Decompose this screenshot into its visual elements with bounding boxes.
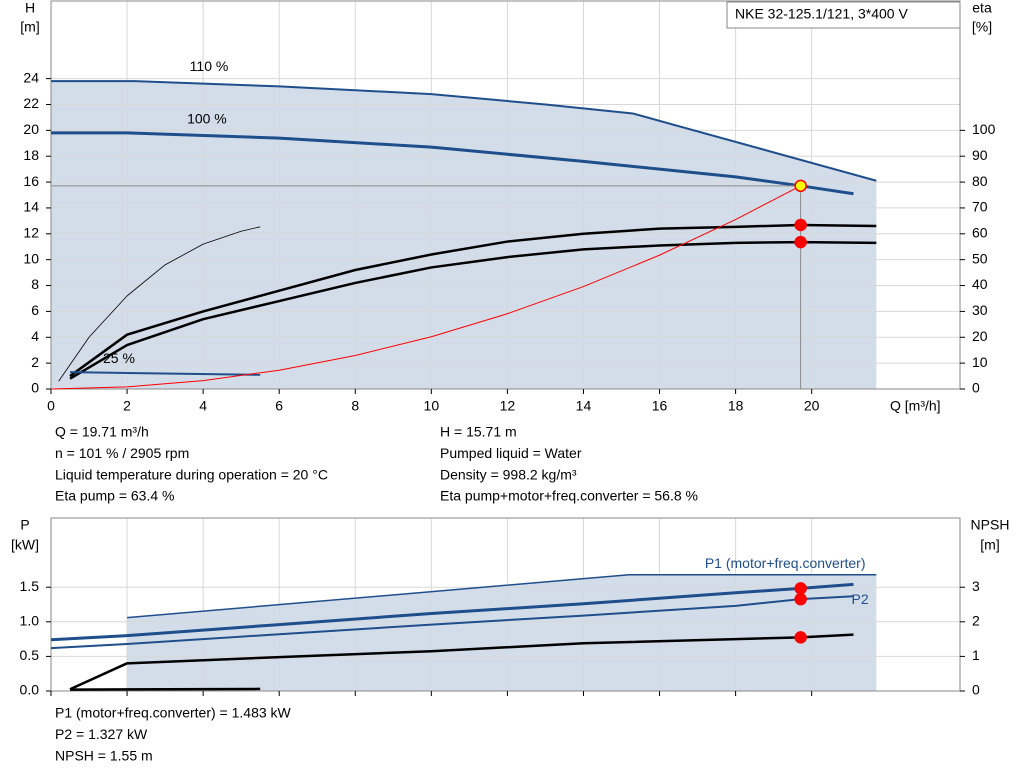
readout: Pumped liquid = Water	[440, 445, 582, 461]
curve	[70, 371, 261, 376]
readout: Q = 19.71 m³/h	[55, 424, 149, 440]
x-tick-label: 10	[424, 398, 440, 414]
y2-tick-label: 0	[972, 380, 980, 396]
y-tick-label: 10	[23, 250, 39, 266]
y-axis-label: H	[25, 0, 35, 16]
y-tick-label: 18	[23, 147, 39, 163]
plot-border	[50, 517, 961, 692]
chart-title: NKE 32-125.1/121, 3*400 V	[735, 6, 908, 22]
operating-point	[794, 179, 807, 193]
curve	[50, 185, 801, 390]
y2-axis-label: eta	[972, 0, 992, 16]
y2-tick-label: 60	[972, 225, 988, 241]
readout: Liquid temperature during operation = 20…	[55, 466, 328, 482]
readout: Eta pump = 63.4 %	[55, 488, 174, 504]
y-tick-label: 6	[31, 302, 39, 318]
y2-tick-label: 100	[972, 121, 996, 137]
curve	[51, 131, 854, 196]
y-axis-unit: [kW]	[11, 537, 39, 553]
curve-label: P1 (motor+freq.converter)	[705, 555, 866, 571]
y-tick-label: 8	[31, 276, 39, 292]
y2-axis-unit: [%]	[972, 19, 992, 35]
curve	[69, 633, 854, 691]
operating-range	[127, 574, 877, 691]
x-tick-label: 4	[199, 398, 207, 414]
readout: NPSH = 1.55 m	[55, 747, 153, 763]
x-tick-label: 20	[804, 398, 820, 414]
y2-tick-label: 0	[972, 682, 980, 698]
y-tick-label: 20	[23, 121, 39, 137]
readout: n = 101 % / 2905 rpm	[55, 445, 189, 461]
readout: Eta pump+motor+freq.converter = 56.8 %	[440, 488, 698, 504]
y2-tick-label: 1	[972, 647, 980, 663]
y-tick-label: 22	[23, 95, 39, 111]
x-tick-label: 6	[275, 398, 283, 414]
y-axis-unit: [m]	[20, 19, 39, 35]
y-tick-label: 12	[23, 225, 39, 241]
y2-tick-label: 50	[972, 250, 988, 266]
y-tick-label: 1.5	[20, 578, 40, 594]
curve-label: 25 %	[103, 350, 135, 366]
y-tick-label: 0.5	[20, 647, 40, 663]
chart: 0 2 4 6 8 10 12 14 16 18 2002468101214161820222401…	[20, 0, 995, 504]
curve	[51, 80, 877, 182]
y-tick-label: 16	[23, 173, 39, 189]
x-tick-label: 2	[123, 398, 131, 414]
readout: P2 = 1.327 kW	[55, 726, 148, 742]
curve-label: 110 %	[190, 58, 229, 74]
y2-tick-label: 90	[972, 147, 988, 163]
curve-label: 100 %	[187, 111, 227, 127]
operating-point	[794, 582, 807, 595]
y2-tick-label: 2	[972, 613, 980, 629]
curve	[127, 573, 877, 619]
curve	[50, 582, 854, 642]
y-axis-label: P	[20, 517, 29, 533]
y-tick-label: 4	[31, 328, 39, 344]
y2-tick-label: 70	[972, 199, 988, 215]
y-tick-label: 0.0	[20, 682, 40, 698]
y2-tick-label: 3	[972, 578, 980, 594]
x-tick-label: 8	[351, 398, 359, 414]
readout: P1 (motor+freq.converter) = 1.483 kW	[55, 705, 292, 721]
y2-tick-label: 30	[972, 302, 988, 318]
readout: H = 15.71 m	[440, 424, 517, 440]
y-tick-label: 2	[31, 354, 39, 370]
x-tick-label: 18	[728, 398, 744, 414]
operating-point	[794, 235, 807, 249]
plot-border	[50, 0, 961, 390]
y-tick-label: 14	[23, 199, 39, 215]
x-tick-label: 12	[500, 398, 516, 414]
y2-tick-label: 80	[972, 173, 988, 189]
title-box	[726, 1, 961, 29]
y2-tick-label: 10	[972, 354, 988, 370]
curve	[69, 223, 877, 378]
curve	[69, 240, 877, 380]
operating-range	[51, 81, 877, 389]
x-tick-label: 16	[652, 398, 668, 414]
x-tick-label: 14	[576, 398, 592, 414]
y2-tick-label: 40	[972, 276, 988, 292]
y-tick-label: 1.0	[20, 613, 40, 629]
y2-axis-label: NPSH	[971, 517, 1010, 533]
chart: 0.0 0.5 1.0 1.5 0 1 2 3 P [kW] NPSH [m] P1 (motor+fr…	[11, 517, 1009, 764]
operating-point	[794, 631, 807, 644]
curve	[50, 595, 854, 650]
y2-axis-unit: [m]	[980, 537, 999, 553]
y2-tick-label: 20	[972, 328, 988, 344]
y-tick-label: 24	[23, 69, 39, 85]
y-tick-label: 0	[31, 380, 39, 396]
x-axis-label: Q [m³/h]	[890, 398, 941, 414]
operating-point	[794, 592, 807, 606]
readout: Density = 998.2 kg/m³	[440, 466, 577, 482]
x-tick-label: 0	[47, 398, 55, 414]
operating-point	[794, 218, 807, 232]
curve	[70, 687, 261, 691]
curve-label: P2	[852, 591, 869, 607]
curve	[58, 226, 261, 382]
